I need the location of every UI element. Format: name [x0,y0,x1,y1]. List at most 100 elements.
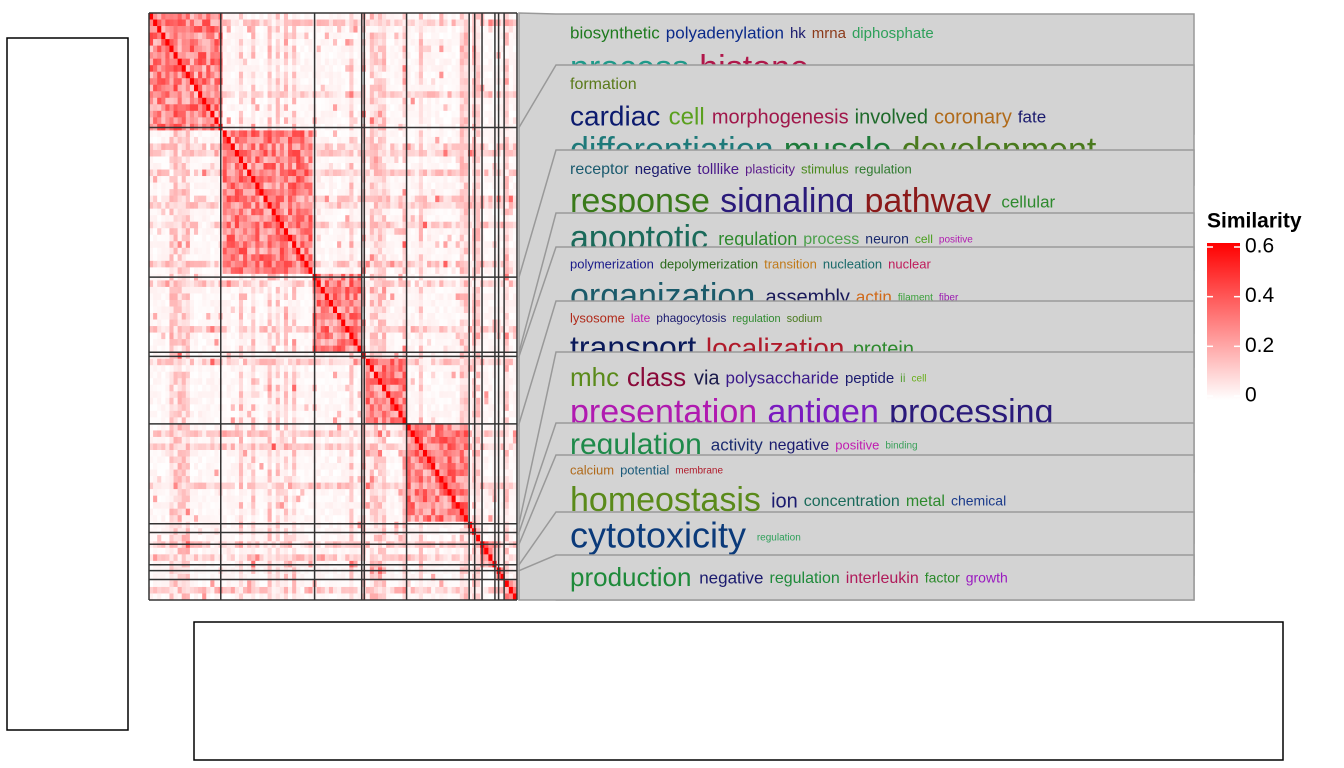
heatmap-cell [365,215,371,223]
heatmap-cell [165,58,170,66]
heatmap-cell [349,97,354,105]
heatmap-cell [263,52,268,59]
heatmap-cell [402,202,407,209]
heatmap-cell [288,241,293,249]
heatmap-cell [288,345,293,353]
heatmap-cell [153,78,158,86]
heatmap-cell [255,117,260,125]
heatmap-cell [177,130,183,138]
heatmap-cell [357,19,362,27]
heatmap-cell [476,169,481,177]
heatmap-cell [283,32,289,40]
heatmap-cell [443,39,448,46]
heatmap-cell [255,267,260,275]
heatmap-cell [439,65,444,72]
heatmap-cell [300,136,305,144]
heatmap-cell [275,71,281,79]
heatmap-cell [198,254,203,262]
heatmap-cell [255,143,260,151]
heatmap-cell [390,130,395,138]
heatmap-cell [288,26,293,33]
heatmap-cell [341,228,346,236]
heatmap-cell [275,365,281,373]
heatmap-cell [349,84,354,92]
heatmap-cell [157,326,162,333]
heatmap-cell [193,319,199,327]
heatmap-cell [181,45,187,53]
heatmap-cell [443,228,448,236]
heatmap-cell [386,221,391,229]
heatmap-cell [382,241,387,249]
heatmap-cell [169,319,174,327]
heatmap-cell [390,286,395,294]
heatmap-cell [251,267,256,275]
heatmap-cell [161,254,166,262]
heatmap-cell [443,182,448,190]
heatmap-cell [328,97,334,105]
heatmap-cell [320,241,326,249]
heatmap-cell [455,280,461,288]
heatmap-cell [386,110,391,118]
heatmap-cell [439,52,444,59]
heatmap-cell [316,189,322,196]
heatmap-cell [377,19,383,27]
heatmap-cell [279,352,285,359]
heatmap-cell [406,189,411,196]
heatmap-cell [292,221,297,229]
heatmap-cell [422,358,428,366]
heatmap-cell [386,163,391,170]
heatmap-cell [488,260,493,268]
heatmap-cell [427,189,432,196]
heatmap-cell [255,136,260,144]
heatmap-cell [373,326,379,333]
heatmap-cell [476,241,481,249]
heatmap-cell [238,345,244,353]
heatmap-cell [357,169,362,177]
heatmap-cell [431,130,436,138]
heatmap-cell [308,202,313,209]
heatmap-cell [157,58,162,66]
heatmap-cell [341,195,346,203]
heatmap-cell [373,345,379,353]
heatmap-cell [373,352,379,359]
heatmap-cell [324,78,330,86]
heatmap-cell [427,26,432,33]
heatmap-cell [149,71,154,79]
heatmap-cell [185,39,191,46]
heatmap-cell [234,32,240,40]
heatmap-cell [271,371,277,379]
heatmap-cell [345,163,350,170]
heatmap-cell [169,326,174,333]
heatmap-cell [251,241,256,249]
heatmap-cell [427,313,432,320]
heatmap-cell [328,26,334,33]
heatmap-cell [365,247,371,255]
heatmap-cell [386,358,391,366]
heatmap-cell [488,339,493,346]
heatmap-cell [341,136,346,144]
heatmap-cell [173,32,178,40]
heatmap-cell [222,130,227,138]
heatmap-cell [226,202,232,209]
heatmap-cell [382,306,387,314]
heatmap-cell [226,136,232,144]
heatmap-cell [304,371,309,379]
heatmap-cell [373,234,379,242]
heatmap-cell [247,371,252,379]
heatmap-cell [288,195,293,203]
heatmap-cell [369,221,375,229]
heatmap-cell [165,358,170,366]
heatmap-cell [238,39,244,46]
heatmap-cell [328,306,334,314]
heatmap-cell [402,319,407,327]
heatmap-cell [328,189,334,196]
heatmap-cell [443,136,448,144]
heatmap-cell [431,345,436,353]
heatmap-cell [288,358,293,366]
heatmap-cell [193,189,199,196]
heatmap-cell [275,371,281,379]
heatmap-cell [177,319,183,327]
heatmap-cell [292,365,297,373]
heatmap-cell [398,169,403,177]
heatmap-cell [206,143,211,151]
